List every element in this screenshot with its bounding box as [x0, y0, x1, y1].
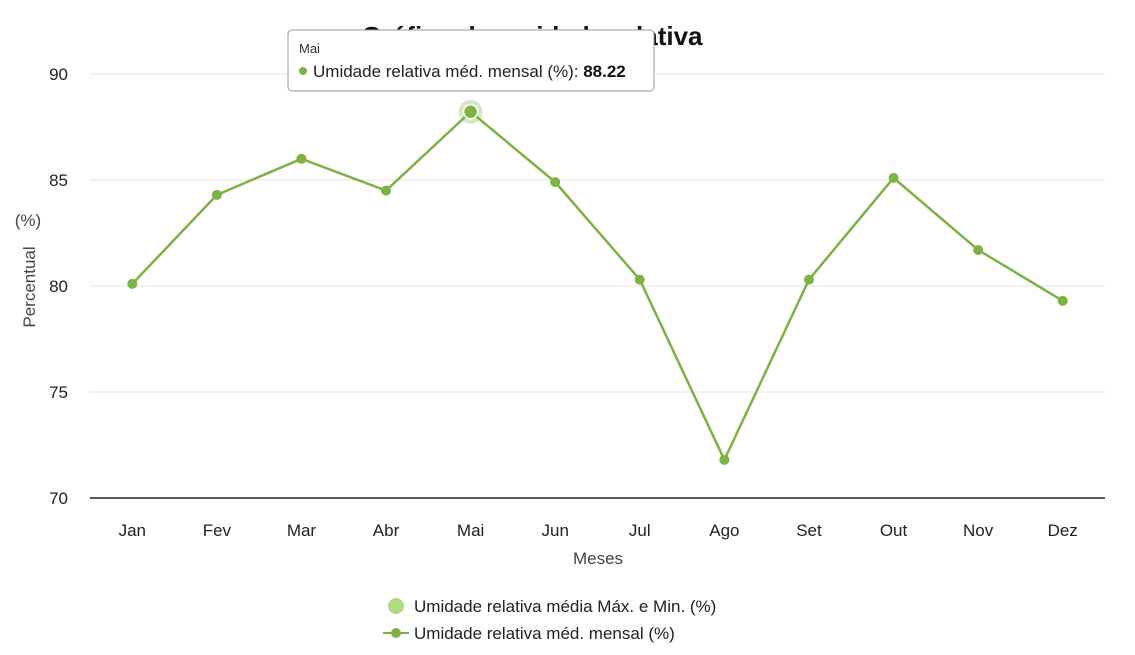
grid-lines: [90, 73, 1105, 499]
y-axis-unit-label: (%): [15, 211, 41, 230]
data-point[interactable]: [296, 153, 307, 164]
legend-marker-monthly: [391, 628, 401, 638]
legend-label-max-min: Umidade relativa média Máx. e Min. (%): [414, 597, 716, 616]
series-line: [131, 110, 1064, 462]
data-point[interactable]: [888, 172, 899, 183]
x-tick-label: Out: [880, 521, 908, 540]
y-tick-label: 70: [49, 489, 68, 508]
y-tick-label: 90: [49, 65, 68, 84]
tooltip-series-label: Umidade relativa méd. mensal (%):: [313, 62, 583, 81]
x-tick-label: Fev: [203, 521, 232, 540]
y-axis-label: Percentual: [20, 246, 39, 327]
x-axis-label: Meses: [573, 549, 623, 568]
data-point[interactable]: [1057, 295, 1068, 306]
data-point[interactable]: [127, 278, 138, 289]
x-tick-label: Jun: [541, 521, 568, 540]
y-tick-label: 85: [49, 171, 68, 190]
data-point[interactable]: [211, 189, 222, 200]
tooltip: Mai Umidade relativa méd. mensal (%): 88…: [287, 29, 655, 92]
y-tick-label: 80: [49, 277, 68, 296]
y-tick-labels: 70 75 80 85 90: [49, 65, 68, 508]
data-point[interactable]: [973, 244, 984, 255]
x-tick-label: Abr: [373, 521, 400, 540]
legend-item-max-min[interactable]: Umidade relativa média Máx. e Min. (%): [388, 597, 716, 616]
series-layer: [127, 99, 1068, 465]
x-tick-label: Dez: [1048, 521, 1078, 540]
x-tick-labels: Jan Fev Mar Abr Mai Jun Jul Ago Set Out Nov Dez: [119, 521, 1078, 540]
data-point[interactable]: [719, 454, 730, 465]
y-tick-label: 75: [49, 383, 68, 402]
x-tick-label: Set: [796, 521, 822, 540]
data-point[interactable]: [462, 103, 479, 120]
legend-marker-max-min: [388, 598, 404, 614]
x-tick-label: Mar: [287, 521, 317, 540]
tooltip-box: [287, 29, 655, 92]
x-tick-label: Nov: [963, 521, 994, 540]
legend-item-monthly[interactable]: Umidade relativa méd. mensal (%): [383, 624, 675, 643]
tooltip-value: 88.22: [583, 62, 626, 81]
x-tick-label: Ago: [709, 521, 739, 540]
data-point[interactable]: [803, 274, 814, 285]
tooltip-series-marker: [299, 67, 307, 75]
data-point[interactable]: [381, 185, 392, 196]
x-tick-label: Jul: [629, 521, 651, 540]
legend-label-monthly: Umidade relativa méd. mensal (%): [414, 624, 675, 643]
x-tick-label: Jan: [119, 521, 146, 540]
tooltip-series-line: Umidade relativa méd. mensal (%): 88.22: [313, 62, 626, 81]
data-point[interactable]: [634, 274, 645, 285]
legend: Umidade relativa média Máx. e Min. (%) U…: [383, 597, 716, 643]
x-tick-label: Mai: [457, 521, 484, 540]
data-point[interactable]: [550, 177, 561, 188]
tooltip-category: Mai: [299, 41, 320, 56]
